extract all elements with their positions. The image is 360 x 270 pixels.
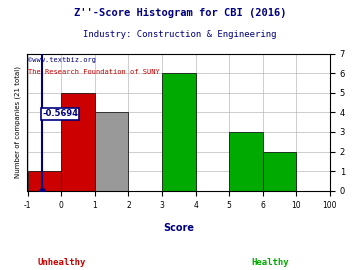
Bar [61, 93, 95, 191]
Text: Unhealthy: Unhealthy [37, 258, 85, 266]
Bar [95, 112, 129, 191]
Text: ©www.textbiz.org: ©www.textbiz.org [28, 56, 96, 63]
Bar [28, 171, 61, 191]
Text: -0.5694: -0.5694 [42, 109, 78, 118]
Text: The Research Foundation of SUNY: The Research Foundation of SUNY [28, 69, 160, 75]
X-axis label: Score: Score [163, 223, 194, 233]
Y-axis label: Number of companies (21 total): Number of companies (21 total) [15, 66, 22, 178]
Text: Industry: Construction & Engineering: Industry: Construction & Engineering [83, 30, 277, 39]
Bar [263, 151, 296, 191]
Bar [162, 73, 195, 191]
Text: Healthy: Healthy [251, 258, 289, 266]
Text: Z''-Score Histogram for CBI (2016): Z''-Score Histogram for CBI (2016) [74, 8, 286, 18]
Bar [229, 132, 263, 191]
